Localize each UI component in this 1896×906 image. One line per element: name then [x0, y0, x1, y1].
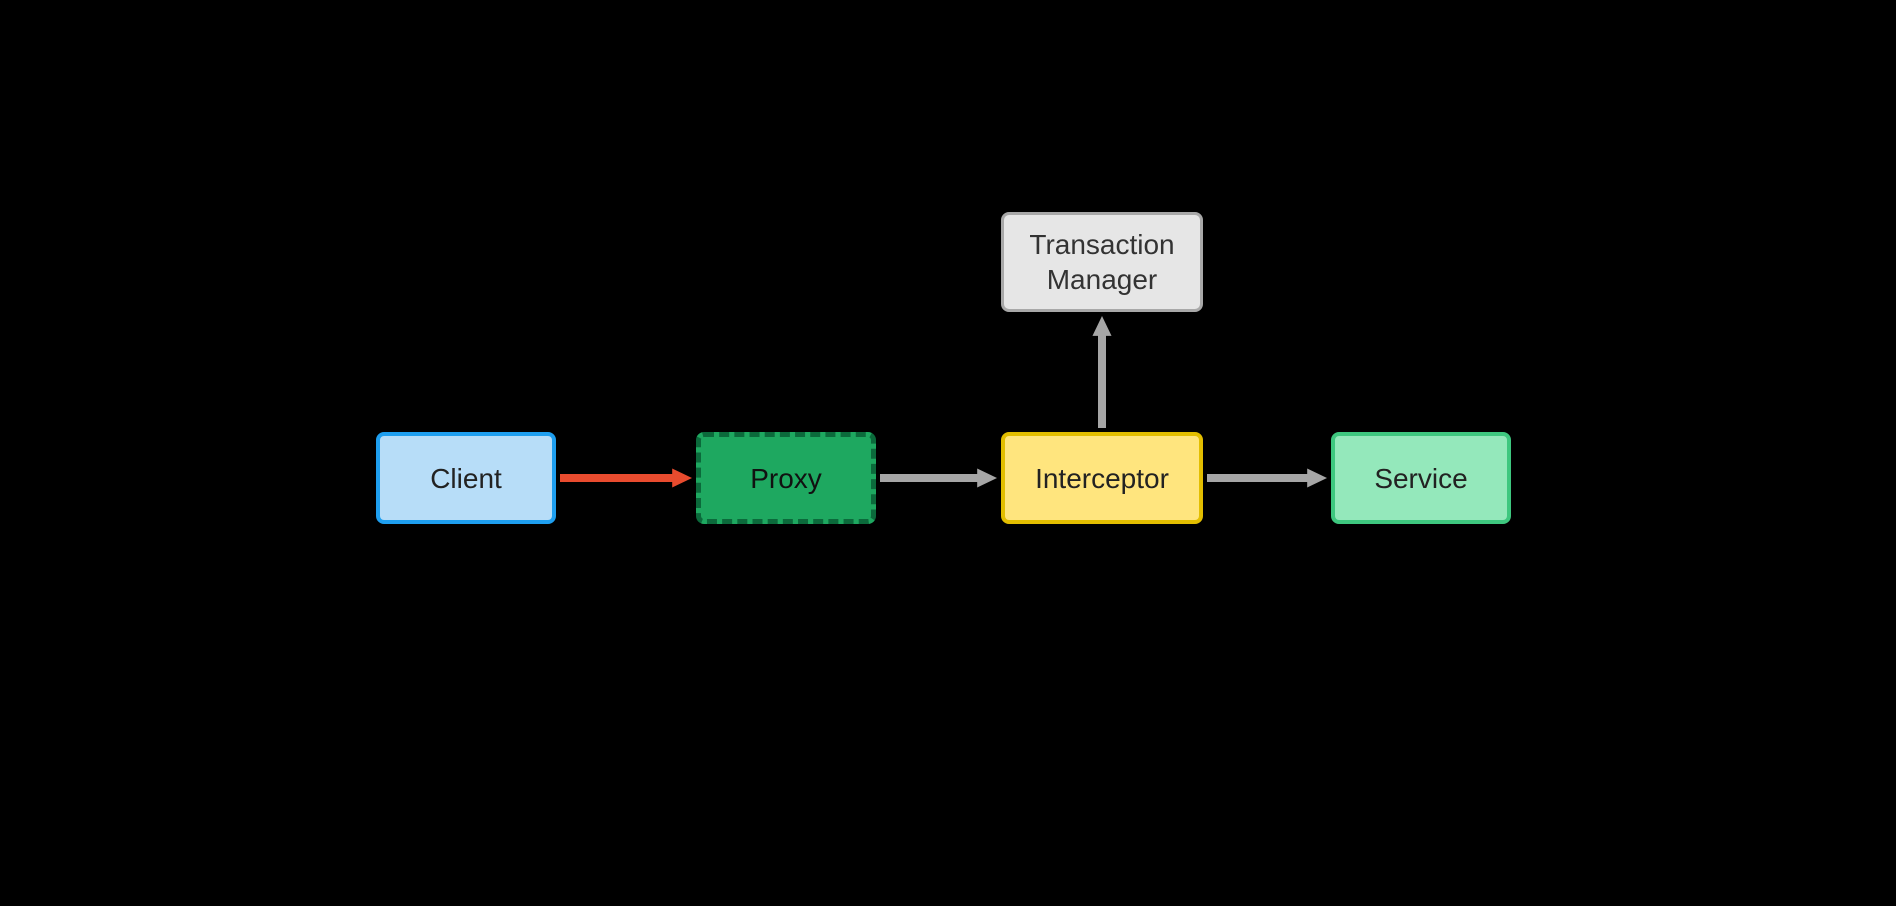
node-client: Client [376, 432, 556, 524]
edge-proxy-to-interceptor [850, 448, 1027, 508]
node-client-label: Client [430, 461, 502, 496]
node-proxy-label: Proxy [750, 461, 822, 496]
edge-interceptor-to-service [1177, 448, 1357, 508]
node-interceptor-label: Interceptor [1035, 461, 1169, 496]
node-service-label: Service [1374, 461, 1467, 496]
diagram-canvas: ClientProxyInterceptorServiceTransaction… [158, 0, 1738, 906]
edge-client-to-proxy [530, 448, 722, 508]
node-proxy: Proxy [696, 432, 876, 524]
node-service: Service [1331, 432, 1511, 524]
edge-interceptor-to-txmgr [1072, 286, 1132, 458]
